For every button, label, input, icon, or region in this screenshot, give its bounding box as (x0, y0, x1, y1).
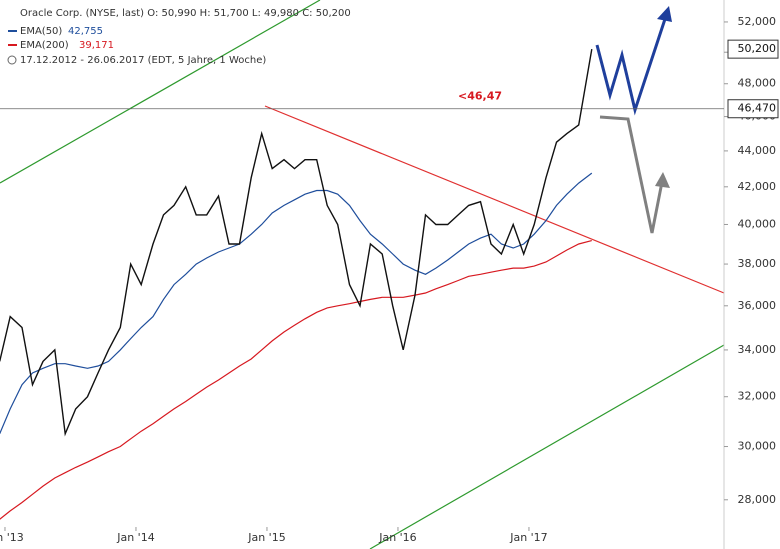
x-tick-label: Jan '17 (509, 531, 547, 544)
y-tick-label: 42,000 (738, 180, 777, 193)
bull-scenario (595, 15, 668, 116)
legend-value: 42,755 (68, 26, 103, 37)
legend-value: 39,171 (79, 40, 114, 51)
x-tick-label: Jan '13 (0, 531, 24, 544)
legend-entry: EMA(200) (20, 40, 69, 51)
clock-icon (7, 55, 17, 65)
lower-channel (369, 344, 725, 549)
legend-title: Oracle Corp. (NYSE, last) O: 50,990 H: 5… (20, 8, 351, 19)
price-box (727, 99, 779, 119)
y-tick-label: 38,000 (738, 257, 777, 270)
price-line (0, 48, 593, 437)
y-tick-label: 40,000 (738, 217, 777, 230)
bear-scenario (599, 115, 664, 234)
bull-arrowhead (657, 6, 672, 22)
annotation: <46,47 (458, 90, 502, 103)
price-box-label: 50,200 (738, 42, 777, 55)
legend-entry: EMA(50) (20, 26, 62, 37)
x-tick-label: Jan '16 (378, 531, 416, 544)
upper-channel (0, 0, 321, 184)
bear-arrowhead (655, 172, 670, 188)
y-tick-label: 36,000 (738, 299, 777, 312)
price-box (727, 39, 779, 59)
resistance-line (264, 105, 725, 294)
y-tick-label: 28,000 (738, 493, 777, 506)
y-tick-label: 44,000 (738, 144, 777, 157)
price-box-label: 46,470 (738, 102, 777, 115)
price-line (0, 240, 592, 520)
x-tick-label: Jan '14 (116, 531, 154, 544)
y-tick-label: 32,000 (738, 390, 777, 403)
y-tick-label: 30,000 (738, 440, 777, 453)
legend: Oracle Corp. (NYSE, last) O: 50,990 H: 5… (7, 8, 351, 66)
price-line (0, 172, 593, 435)
legend-range: 17.12.2012 - 26.06.2017 (EDT, 5 Jahre, 1… (20, 55, 266, 66)
y-tick-label: 52,000 (738, 15, 777, 28)
x-tick-label: Jan '15 (247, 531, 285, 544)
y-tick-label: 34,000 (738, 343, 777, 356)
y-tick-label: 48,000 (738, 77, 777, 90)
